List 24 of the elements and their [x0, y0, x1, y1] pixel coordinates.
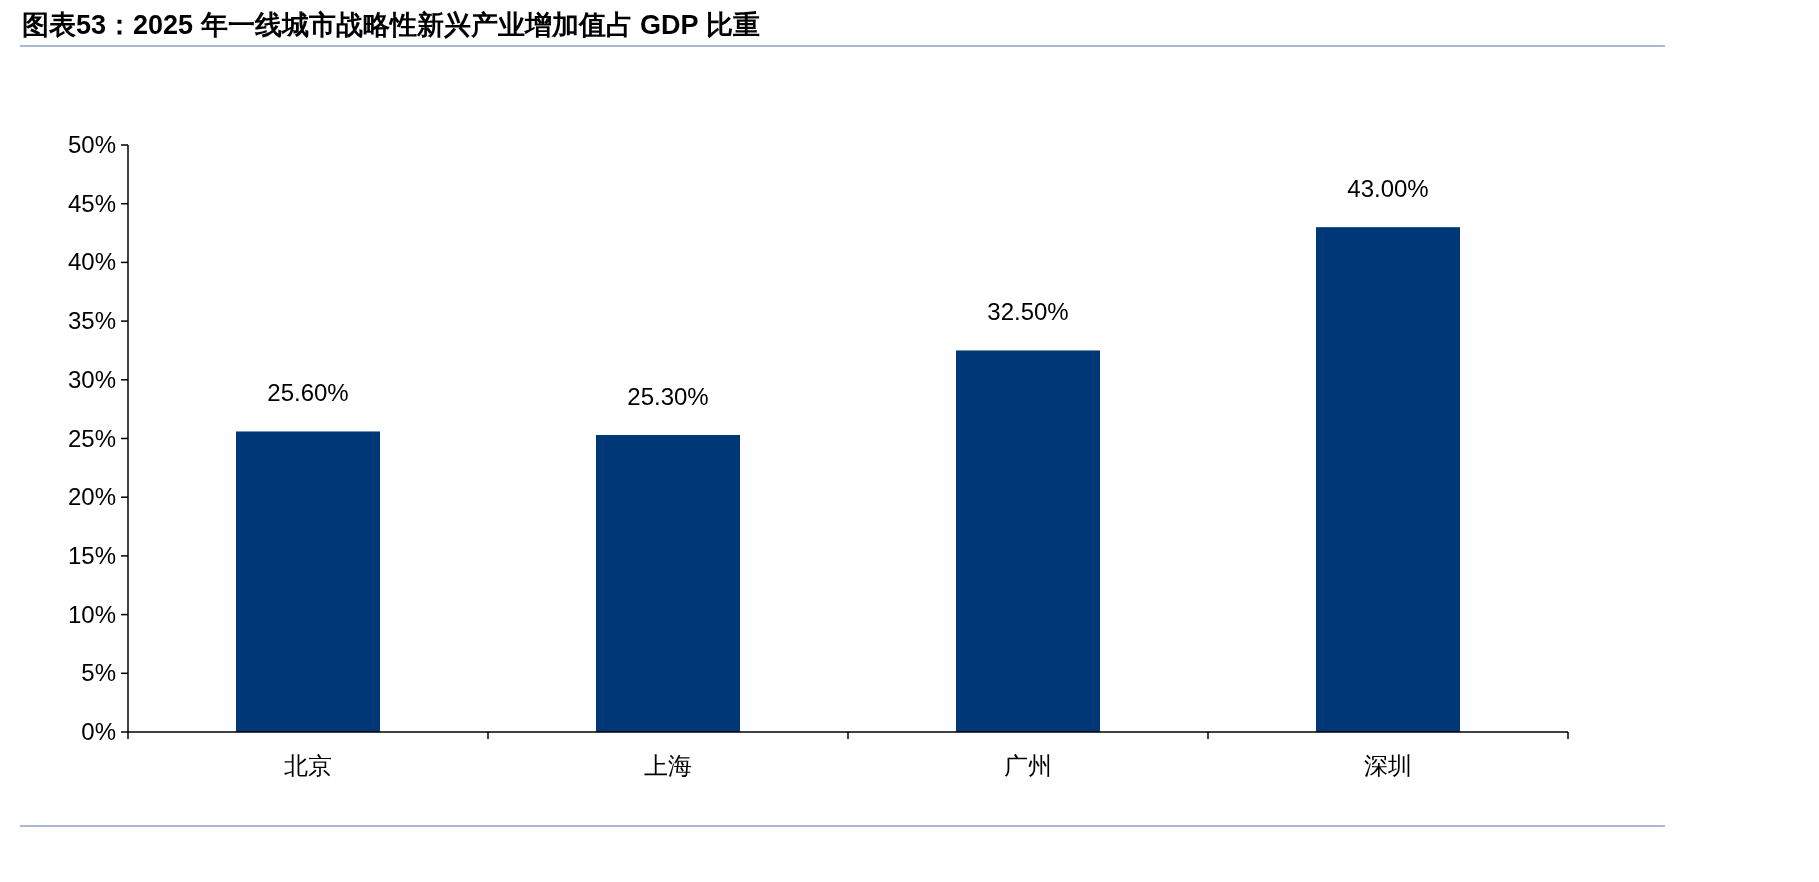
bar	[956, 350, 1100, 732]
y-tick-label: 50%	[67, 131, 116, 158]
y-tick-label: 35%	[67, 307, 116, 335]
y-tick-label: 30%	[67, 365, 116, 393]
x-tick-label: 上海	[644, 752, 692, 779]
bar	[236, 431, 380, 732]
y-tick-label: 40%	[67, 248, 116, 276]
y-tick-label: 20%	[67, 483, 116, 511]
x-tick-label: 北京	[284, 752, 332, 779]
y-tick-label: 0%	[81, 718, 116, 745]
x-tick-label: 广州	[1004, 752, 1052, 779]
y-tick-label: 45%	[67, 189, 116, 217]
y-tick-label: 10%	[67, 600, 116, 628]
chart-title: 图表53：2025 年一线城市战略性新兴产业增加值占 GDP 比重	[22, 10, 760, 40]
data-label: 25.30%	[627, 382, 709, 410]
bar	[596, 434, 740, 732]
data-label: 25.60%	[267, 379, 349, 407]
y-tick-label: 25%	[67, 424, 116, 452]
data-label: 43.00%	[1347, 175, 1429, 203]
y-tick-label: 15%	[67, 541, 116, 569]
x-tick-label: 深圳	[1364, 752, 1412, 779]
data-label: 32.50%	[987, 298, 1069, 326]
bar	[1316, 227, 1460, 732]
y-tick-label: 5%	[81, 659, 116, 687]
